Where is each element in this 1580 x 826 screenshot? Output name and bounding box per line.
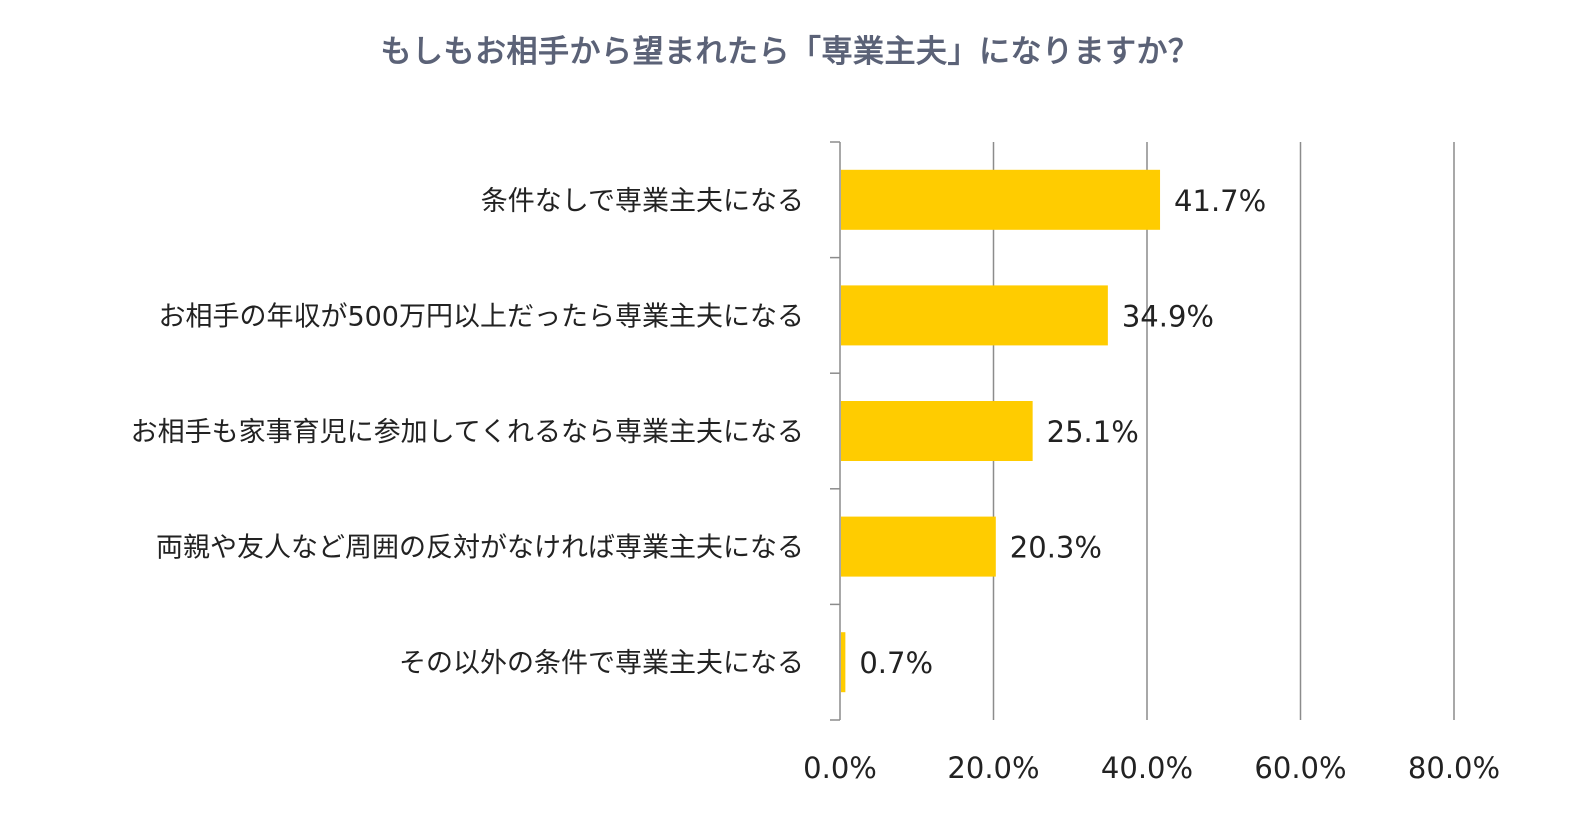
category-label-4: その以外の条件で専業主夫になる — [399, 648, 804, 679]
category-label-2: お相手も家事育児に参加してくれるなら専業主夫になる — [131, 417, 804, 448]
x-tick-label-4: 80.0% — [1408, 751, 1500, 785]
bars — [841, 169, 1161, 693]
data-label-2: 25.1% — [1047, 415, 1139, 449]
category-label-0: 条件なしで専業主夫になる — [481, 186, 804, 217]
x-tick-label-3: 60.0% — [1254, 751, 1346, 785]
grid-lines — [992, 142, 1455, 720]
data-label-1: 34.9% — [1122, 299, 1214, 333]
data-label-0: 41.7% — [1174, 184, 1266, 218]
bar-3 — [841, 516, 996, 577]
category-label-1: お相手の年収が500万円以上だったら専業主夫になる — [158, 301, 804, 332]
chart-title: もしもお相手から望まれたら「専業主夫」になりますか？ — [380, 34, 1200, 70]
data-label-4: 0.7% — [859, 646, 933, 680]
bar-2 — [841, 401, 1033, 461]
bar-0 — [841, 169, 1161, 230]
x-tick-label-0: 0.0% — [803, 751, 877, 785]
bar-1 — [841, 285, 1108, 346]
labels: 0.0% 20.0% 40.0% 60.0% 80.0% 41.7% 条件なしで専業主夫にな… — [131, 184, 1500, 785]
bar-4 — [841, 632, 846, 693]
category-axis — [830, 141, 841, 721]
x-tick-label-2: 40.0% — [1101, 751, 1193, 785]
data-label-3: 20.3% — [1010, 531, 1102, 565]
x-tick-label-1: 20.0% — [947, 751, 1039, 785]
category-label-3: 両親や友人など周囲の反対がなければ専業主夫になる — [156, 533, 804, 564]
